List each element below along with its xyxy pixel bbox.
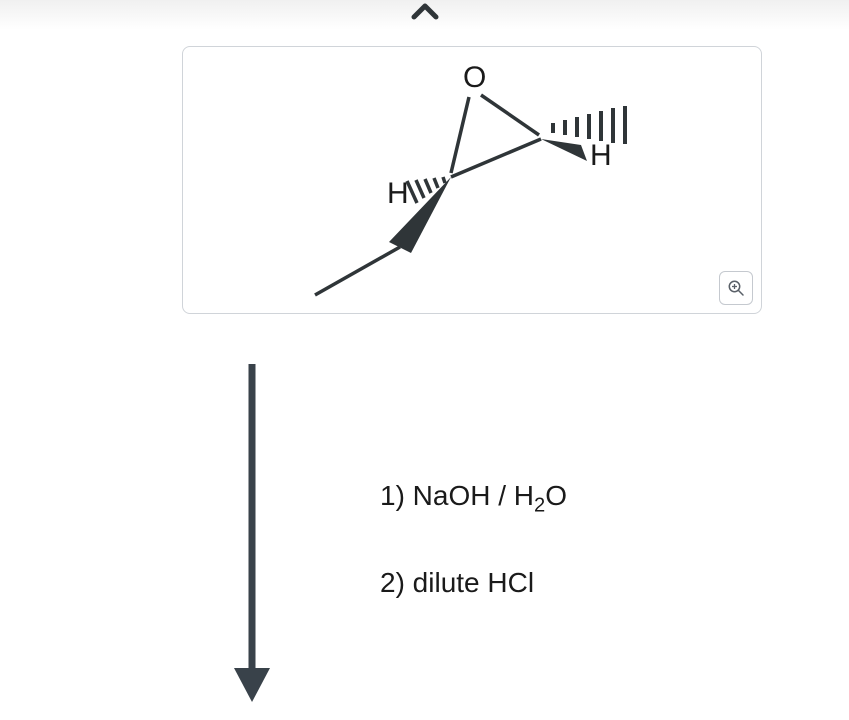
atom-label-h-left: H bbox=[387, 177, 409, 211]
reagent-step-2: 2) dilute HCl bbox=[380, 565, 567, 601]
reagent-1-prefix: 1) NaOH / H bbox=[380, 480, 534, 511]
reagent-step-1: 1) NaOH / H2O bbox=[380, 478, 567, 519]
reagent-1-subscript: 2 bbox=[534, 495, 545, 517]
zoom-in-button[interactable] bbox=[719, 271, 753, 305]
atom-label-oxygen: O bbox=[463, 61, 486, 95]
reagents-list: 1) NaOH / H2O 2) dilute HCl bbox=[380, 478, 567, 647]
collapse-chevron-icon[interactable] bbox=[411, 2, 439, 20]
atom-label-h-right: H bbox=[590, 139, 612, 173]
reaction-arrow bbox=[232, 360, 262, 705]
reagent-1-suffix: O bbox=[545, 480, 567, 511]
zoom-in-icon bbox=[727, 279, 745, 297]
molecule-panel: O H H bbox=[182, 46, 762, 314]
